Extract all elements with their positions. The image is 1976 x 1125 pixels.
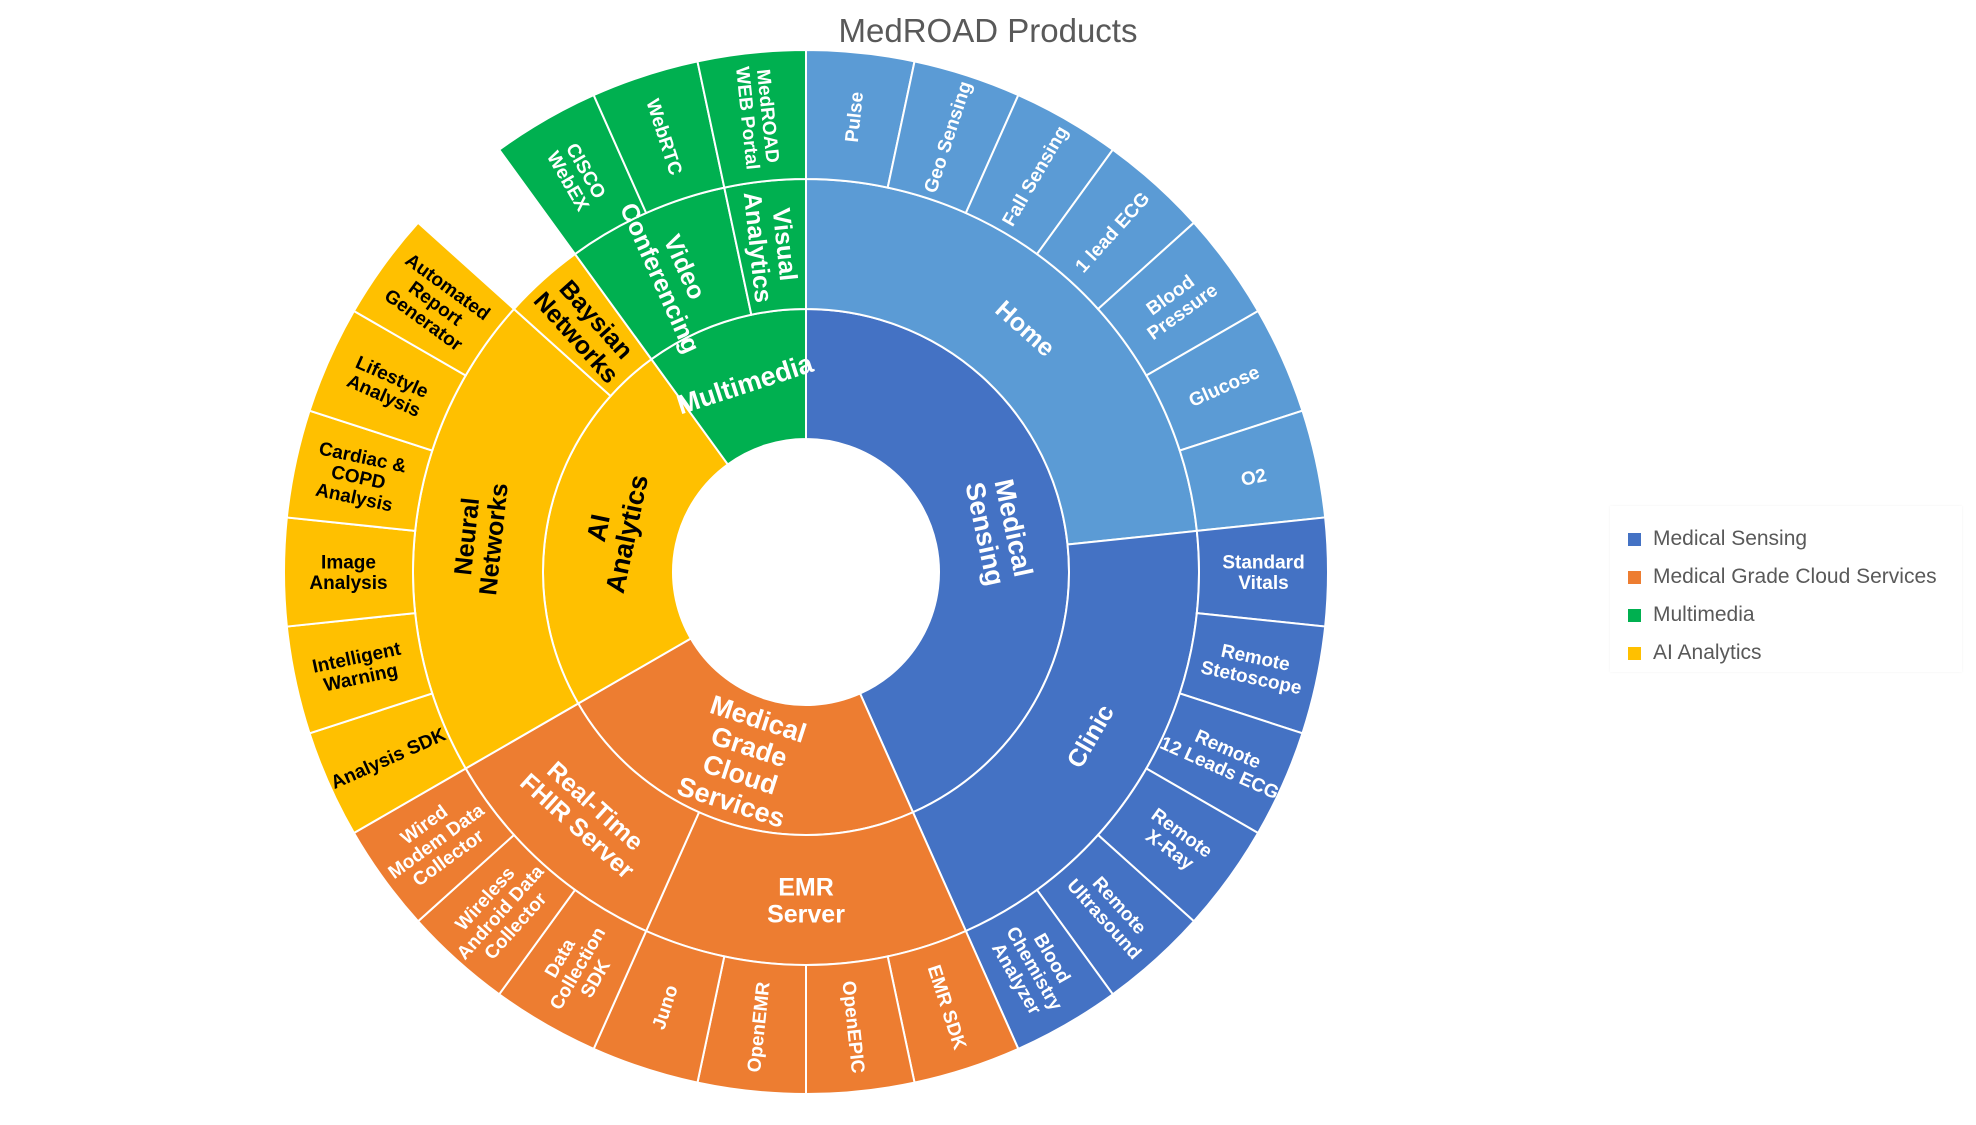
segment-automated-report-generator[interactable] — [352, 221, 516, 377]
legend-item-ai-analytics[interactable]: AI Analytics — [1628, 638, 1762, 668]
legend-swatch — [1628, 646, 1641, 660]
legend-item-medical-sensing[interactable]: Medical Sensing — [1628, 524, 1807, 554]
legend-swatch — [1628, 608, 1641, 622]
label-emr-server: EMR Server — [767, 873, 845, 928]
legend-label: Medical Grade Cloud Services — [1653, 565, 1937, 588]
legend: Medical Sensing Medical Grade Cloud Servi… — [1610, 506, 1962, 672]
chart-title: MedROAD Products — [838, 12, 1138, 49]
legend-swatch — [1628, 532, 1641, 546]
label-standard-vitals: Standard Vitals — [1222, 552, 1304, 594]
legend-item-medical-grade-cloud-services[interactable]: Medical Grade Cloud Services — [1628, 562, 1937, 592]
legend-label: Medical Sensing — [1653, 527, 1808, 550]
legend-item-multimedia[interactable]: Multimedia — [1628, 600, 1755, 630]
legend-label: Multimedia — [1653, 603, 1755, 626]
legend-swatch — [1628, 570, 1641, 584]
label-image-analysis: Image Analysis — [309, 552, 387, 594]
label-medroad-web-portal: MedROADWEB Portal — [731, 64, 783, 171]
segment-medroad-web-portal[interactable] — [696, 48, 807, 189]
label-visual-analytics: VisualAnalytics — [738, 188, 804, 304]
legend-label: AI Analytics — [1653, 641, 1762, 664]
label-o2: O2 — [1239, 465, 1268, 491]
